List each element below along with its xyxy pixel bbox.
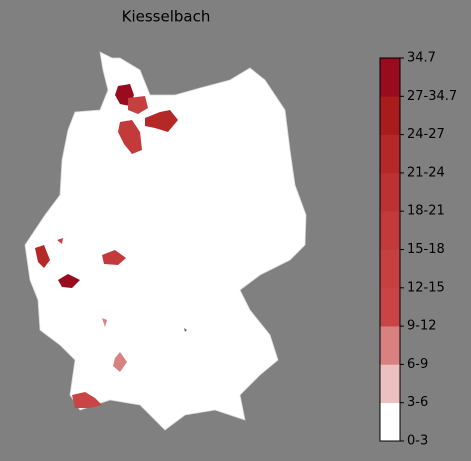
colorbar-label: 21-24 — [407, 165, 445, 180]
region — [102, 318, 107, 327]
colorbar-segment — [380, 364, 400, 403]
colorbar-segment — [380, 58, 400, 97]
colorbar-label: 6-9 — [407, 357, 428, 372]
region — [72, 392, 102, 408]
map-title: Kiesselbach — [122, 8, 211, 26]
colorbar-label: 3-6 — [407, 395, 428, 410]
colorbar-segment — [380, 287, 400, 327]
colorbar-segment — [380, 96, 400, 135]
colorbar-segment — [380, 249, 400, 289]
country-outline — [24, 51, 307, 431]
region — [102, 250, 126, 265]
germany-map — [24, 51, 307, 431]
region — [184, 328, 187, 332]
colorbar-label: 18-21 — [407, 204, 445, 219]
region — [113, 352, 127, 372]
colorbar-label: 12-15 — [407, 280, 445, 295]
region — [128, 96, 148, 114]
colorbar-label: 27-34.7 — [407, 89, 457, 104]
region — [35, 245, 50, 268]
colorbar-label: 0-3 — [407, 434, 428, 449]
colorbar-segment — [380, 402, 400, 442]
colorbar-label: 15-18 — [407, 242, 445, 257]
colorbar-segment — [380, 211, 400, 250]
colorbar-label: 24-27 — [407, 127, 445, 142]
colorbar: 0-3 3-6 6-9 9-12 12-15 15-18 18-21 21-24 24-27 27… — [379, 51, 457, 449]
region — [145, 110, 178, 132]
region — [57, 238, 63, 244]
region — [58, 274, 80, 288]
colorbar-segment — [380, 326, 400, 365]
region — [118, 120, 142, 154]
colorbar-label: 9-12 — [407, 319, 437, 334]
colorbar-segment — [380, 134, 400, 174]
colorbar-label: 34.7 — [407, 51, 436, 66]
colorbar-segment — [380, 172, 400, 212]
